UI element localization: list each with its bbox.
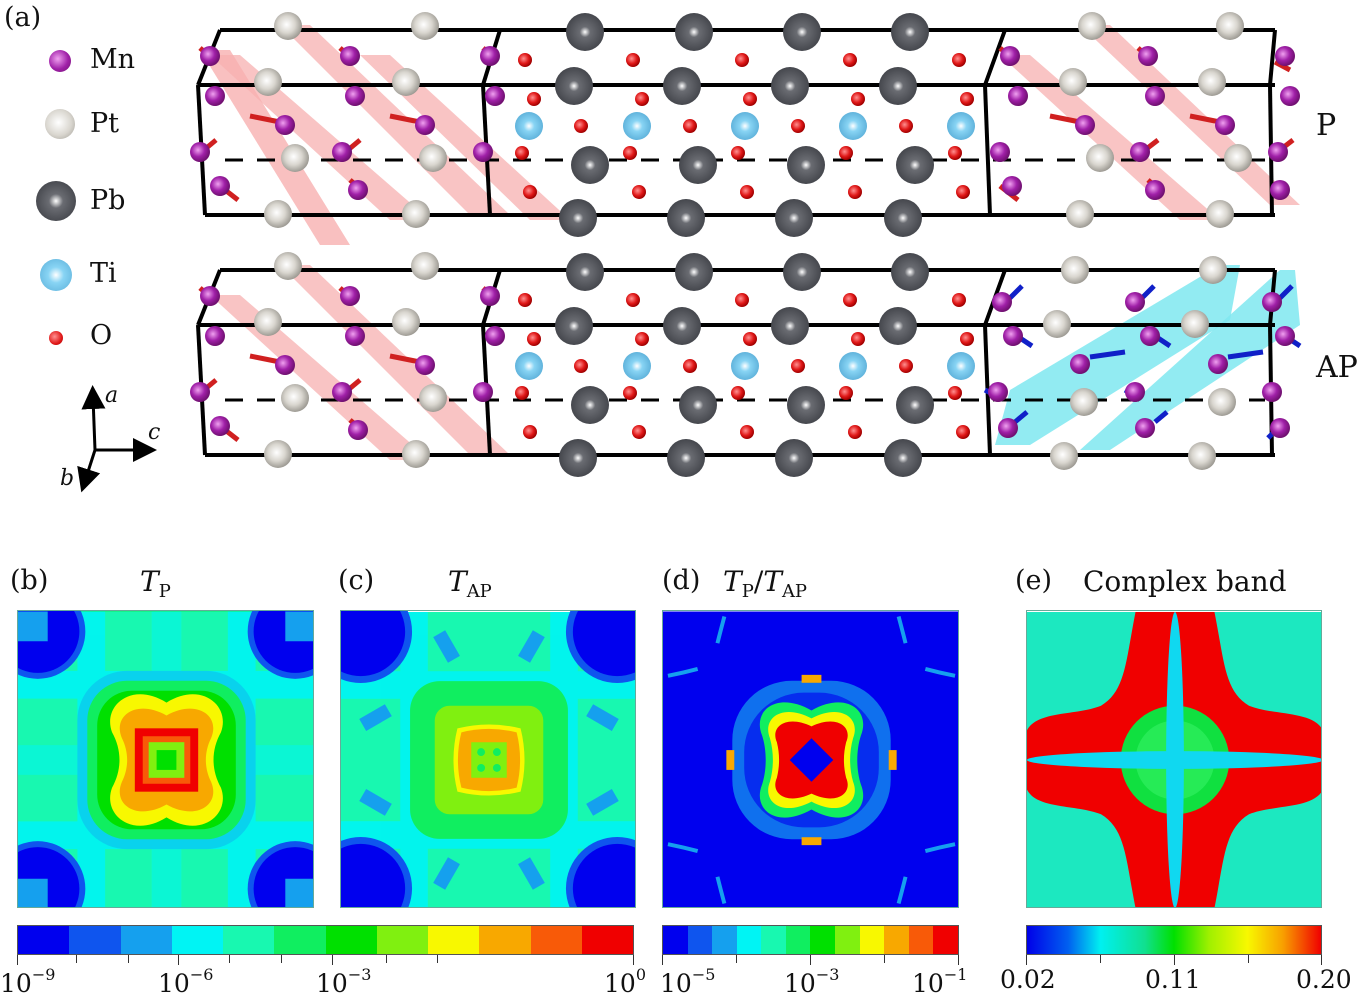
panel-b-label: (b) bbox=[10, 565, 49, 596]
panel-b-title: TP bbox=[140, 565, 171, 602]
title-sub: P bbox=[158, 581, 171, 602]
panel-a-label: (a) bbox=[4, 2, 42, 33]
heatmap-tap bbox=[340, 610, 636, 908]
heatmap-complex-band bbox=[1026, 610, 1322, 908]
title-main: T bbox=[448, 565, 467, 598]
axis-triad-icon bbox=[77, 385, 157, 493]
pb-atom-icon bbox=[36, 181, 76, 221]
config-label-p: P bbox=[1316, 108, 1337, 143]
colorbar-transmission bbox=[17, 925, 634, 955]
colorbar-ratio bbox=[662, 925, 959, 955]
colorbar-tick-label: 0.02 bbox=[1000, 965, 1056, 994]
legend-label-ti: Ti bbox=[90, 258, 117, 289]
colorbar-tick-label: 10−5 bbox=[660, 965, 716, 998]
heatmap-ratio bbox=[662, 610, 959, 908]
ti-atom-icon bbox=[40, 259, 72, 291]
structure-ap bbox=[190, 252, 1302, 477]
colorbar-tick-label: 10−3 bbox=[316, 965, 372, 998]
colorbar-tick-label: 0.20 bbox=[1296, 965, 1352, 994]
heatmap-tp bbox=[17, 610, 314, 908]
legend-label-pt: Pt bbox=[90, 108, 120, 139]
colorbar-tick-label: 10−9 bbox=[0, 965, 56, 998]
title-main: T bbox=[763, 565, 782, 598]
panel-c-label: (c) bbox=[338, 565, 375, 596]
config-label-ap: AP bbox=[1316, 350, 1358, 385]
colorbar-ticks bbox=[1026, 955, 1322, 965]
pt-atom-icon bbox=[45, 109, 75, 139]
panel-e-label: (e) bbox=[1015, 565, 1053, 596]
title-main: T bbox=[723, 565, 742, 598]
legend-label-pb: Pb bbox=[90, 185, 126, 216]
crystal-structure bbox=[190, 12, 1302, 477]
legend-label-mn: Mn bbox=[90, 44, 136, 75]
title-sub: AP bbox=[466, 581, 492, 602]
colorbar-ticks bbox=[17, 955, 634, 965]
title-main: T bbox=[140, 565, 159, 598]
panel-e-title: Complex band bbox=[1083, 565, 1287, 598]
o-atom-icon bbox=[49, 331, 63, 345]
legend-label-o: O bbox=[90, 320, 113, 351]
colorbar-ticks bbox=[662, 955, 959, 965]
title-sub: AP bbox=[781, 581, 808, 602]
colorbar-complex-band bbox=[1026, 925, 1322, 955]
colorbar-tick-label: 10−1 bbox=[912, 965, 968, 998]
colorbar-tick-label: 10−6 bbox=[158, 965, 214, 998]
axis-label-a: a bbox=[105, 383, 119, 408]
panel-c-title: TAP bbox=[448, 565, 492, 602]
title-sub: P bbox=[741, 581, 754, 602]
colorbar-tick-label: 0.11 bbox=[1145, 965, 1201, 994]
title-separator: / bbox=[753, 565, 764, 598]
panel-d-label: (d) bbox=[662, 565, 701, 596]
mn-atom-icon bbox=[49, 50, 71, 72]
axis-label-b: b bbox=[60, 466, 75, 491]
colorbar-tick-label: 10−3 bbox=[784, 965, 840, 998]
panel-d-title: TP/TAP bbox=[723, 565, 807, 602]
structure-p bbox=[190, 12, 1300, 245]
colorbar-tick-label: 100 bbox=[604, 965, 646, 998]
axis-label-c: c bbox=[148, 420, 161, 445]
